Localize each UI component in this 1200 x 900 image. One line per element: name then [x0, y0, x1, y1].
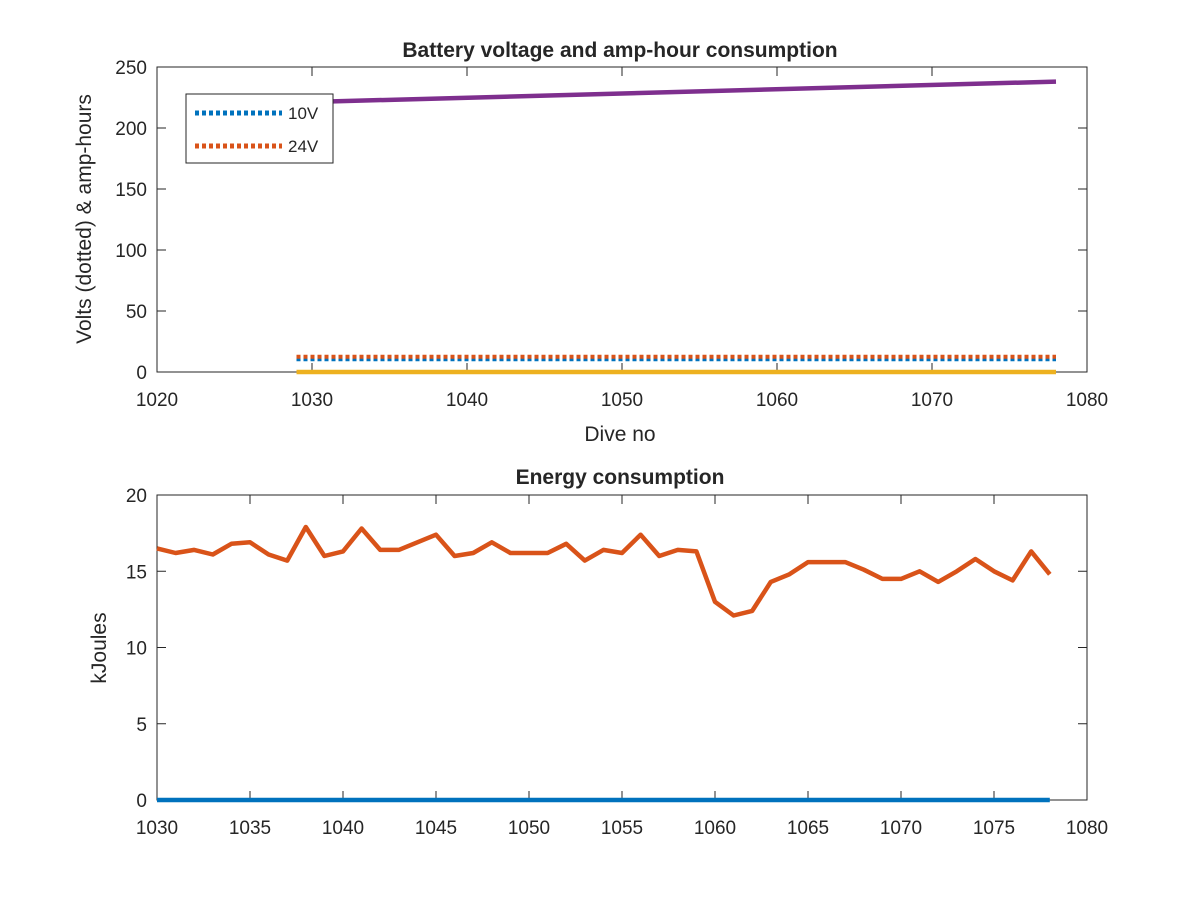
voltage-series-layer [296, 79, 1057, 375]
x-tick-label: 1035 [229, 818, 271, 839]
x-tick-label: 1060 [694, 818, 736, 839]
x-tick-label: 1055 [601, 818, 643, 839]
y-tick-label: 200 [115, 119, 147, 140]
legend-label-10v: 10V [288, 104, 319, 123]
voltage-y-axis-label: Volts (dotted) & amp-hours [73, 94, 96, 344]
y-tick-label: 10 [126, 639, 147, 660]
x-tick-label: 1030 [136, 818, 178, 839]
y-tick-label: 50 [126, 302, 147, 323]
energy-y-axis-label: kJoules [88, 612, 111, 683]
y-tick-label: 0 [136, 791, 147, 812]
energy-panel: Energy consumption 1030 1035 1040 1045 1050 1… [88, 466, 1108, 839]
x-tick-label: 1060 [756, 390, 798, 411]
voltage-chart-title: Battery voltage and amp-hour consumption [402, 39, 837, 62]
y-tick-label: 150 [115, 180, 147, 201]
voltage-x-axis-label: Dive no [584, 423, 655, 446]
x-tick-label: 1075 [973, 818, 1015, 839]
voltage-panel: Battery voltage and amp-hour consumption… [73, 39, 1108, 446]
x-tick-label: 1020 [136, 390, 178, 411]
voltage-axis-ticks: 1020 1030 1040 1050 1060 1070 1080 0 50 100 150 200… [115, 58, 1108, 411]
energy-axis-ticks: 1030 1035 1040 1045 1050 1055 1060 1065 1070 1075… [126, 486, 1108, 839]
energy-plot-area [156, 494, 1088, 801]
y-tick-label: 15 [126, 562, 147, 583]
x-tick-label: 1040 [446, 390, 488, 411]
legend-box [185, 93, 334, 164]
x-tick-label: 1070 [911, 390, 953, 411]
legend-label-24v: 24V [288, 137, 319, 156]
x-tick-label: 1040 [322, 818, 364, 839]
x-tick-label: 1045 [415, 818, 457, 839]
x-tick-label: 1070 [880, 818, 922, 839]
energy-series-line-solid-1 [156, 524, 1052, 618]
legend: 10V 24V [185, 93, 334, 164]
x-tick-label: 1050 [508, 818, 550, 839]
y-tick-label: 20 [126, 486, 147, 507]
y-tick-label: 250 [115, 58, 147, 79]
energy-series-layer [156, 524, 1052, 803]
x-tick-label: 1030 [291, 390, 333, 411]
y-tick-label: 0 [136, 363, 147, 384]
x-tick-label: 1080 [1066, 818, 1108, 839]
x-tick-label: 1080 [1066, 390, 1108, 411]
y-tick-label: 100 [115, 241, 147, 262]
x-tick-label: 1065 [787, 818, 829, 839]
y-tick-label: 5 [136, 715, 147, 736]
voltage-series-line-solid-3 [296, 79, 1057, 105]
x-tick-label: 1050 [601, 390, 643, 411]
energy-chart-title: Energy consumption [516, 466, 725, 489]
